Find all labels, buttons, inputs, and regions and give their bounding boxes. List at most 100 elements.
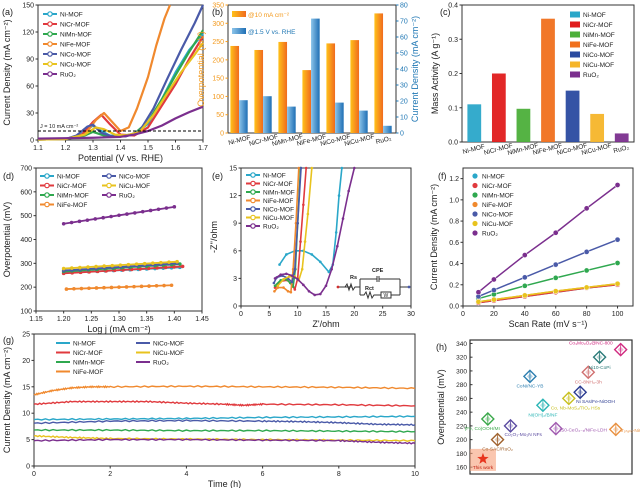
bar-mass-activity (467, 104, 482, 142)
data-point (285, 272, 288, 276)
y-tick-label: 400 (20, 237, 32, 244)
x-tick-label: 6 (261, 471, 265, 478)
diamond-marker (561, 391, 576, 406)
legend-swatch (570, 71, 580, 78)
legend-label: RuO₂ (583, 72, 599, 79)
legend-marker (472, 220, 478, 227)
reference-annotation: J = 10 mA cm⁻² (40, 124, 78, 130)
legend-marker (250, 206, 256, 212)
panel-c-mass-activity: 0.0 0.1 0.2 0.3 0.4 Mass Activity (A g⁻¹) (c) N… (430, 3, 635, 157)
y2-tick-label: 50 (400, 51, 408, 58)
y-tick-label: 0 (26, 464, 30, 471)
data-point (140, 209, 145, 214)
y-tick-label: 300 (456, 368, 467, 375)
y-tick-label: 150 (22, 3, 34, 10)
series-line-NiMn-MOF (33, 428, 416, 433)
panel-f-cdl: 0 20 40 60 80 100 0.0 0.2 0.4 0.6 0.8 1.0 1.2 Scan Ra… (429, 167, 634, 329)
data-point (118, 263, 123, 267)
data-point (475, 298, 482, 305)
data-point (126, 262, 131, 267)
bar-mass-activity (614, 133, 629, 142)
data-point (72, 287, 76, 291)
data-point (324, 284, 328, 288)
equivalent-circuit-inset: Rs CPE Rct W (336, 268, 411, 300)
bar-overpotential (374, 13, 384, 133)
y-tick-label: 0.6 (449, 240, 459, 247)
legend-label: NiCo-MOF (263, 207, 294, 214)
marker-fill (484, 416, 491, 423)
legend-label: NiCo-MOF (583, 52, 614, 59)
x-tick-label: 30 (407, 311, 415, 318)
legend-label: NiFe-MOF (73, 369, 103, 376)
panel-label: (b) (212, 7, 223, 17)
data-point (133, 211, 137, 215)
panel-h-comparison: 160 180 200 220 240 260 280 300 320 340 Overpotent… (436, 339, 640, 475)
legend-marker (106, 182, 112, 189)
data-point (78, 265, 82, 270)
bar-current-density (287, 106, 296, 133)
data-point (164, 206, 169, 210)
plot-frame (462, 167, 634, 307)
data-point (304, 166, 308, 170)
data-point (310, 253, 314, 256)
legend-label: Ni-MOF (57, 174, 80, 181)
y2-tick-label: 80 (400, 3, 408, 10)
y-tick-label: 240 (456, 410, 467, 417)
legend-marker (44, 201, 50, 208)
data-point (139, 284, 144, 289)
legend-marker (250, 172, 256, 178)
marker-fill (617, 346, 624, 353)
legend-label: @10 mA cm⁻² (248, 12, 290, 19)
legend-label: NiMn-MOF (60, 32, 92, 39)
data-point (521, 252, 528, 258)
legend-label: RuO₂ (119, 193, 135, 200)
y-tick-label: 3 (233, 276, 237, 283)
data-point (79, 286, 84, 291)
data-point (180, 264, 185, 269)
data-point (272, 281, 276, 285)
data-point (61, 221, 66, 226)
legend-label: RuO₂ (60, 72, 76, 79)
label-rs: Rs (350, 275, 357, 281)
x-tick-label: 1.15 (29, 316, 43, 323)
point-label: 150-CeO₂₋ₓ/NiFe-LDH (559, 428, 608, 434)
legend-swatch (570, 21, 580, 28)
data-point (290, 280, 294, 284)
data-point (583, 249, 590, 255)
x-category-label: RuO₂ (613, 144, 631, 155)
data-point (142, 261, 147, 266)
data-point (110, 263, 115, 268)
legend-label: NiCr-MOF (263, 181, 293, 188)
legend-swatch (570, 61, 580, 68)
bar-overpotential (350, 40, 360, 134)
x-tick-label: 20 (350, 311, 358, 318)
marker-fill (552, 425, 559, 432)
legend-marker (44, 182, 50, 189)
bar-mass-activity (590, 113, 605, 142)
y2-tick-label: 30 (400, 83, 408, 90)
diamond-marker (608, 422, 623, 437)
data-point (319, 260, 322, 264)
data-point (614, 260, 621, 266)
y-tick-label: 160 (456, 465, 467, 472)
x-tick-label: 1.45 (195, 316, 209, 323)
x-tick-label: 1.30 (112, 316, 126, 323)
marker-fill (565, 395, 572, 402)
bar-current-density (311, 18, 320, 134)
y-axis-label: Current Density (mA cm⁻²) (2, 19, 12, 125)
y2-tick-label: 70 (400, 19, 408, 26)
y-tick-label: 500 (20, 213, 32, 220)
x-tick-label: 0 (461, 311, 465, 318)
diamond-marker (535, 398, 550, 413)
bar-overpotential (326, 43, 336, 133)
data-point (117, 285, 121, 289)
x-tick-label: 15 (322, 311, 330, 318)
x-tick-label: 1.6 (171, 145, 181, 152)
data-point (302, 283, 305, 287)
legend-label: NiCo-MOF (153, 341, 184, 348)
y2-axis-label: Current Density (mA cm⁻²) (410, 16, 420, 122)
data-point (156, 207, 161, 212)
y-tick-label: 60 (26, 84, 34, 91)
legend-marker (106, 173, 112, 179)
x-tick-label: 10 (411, 471, 419, 478)
